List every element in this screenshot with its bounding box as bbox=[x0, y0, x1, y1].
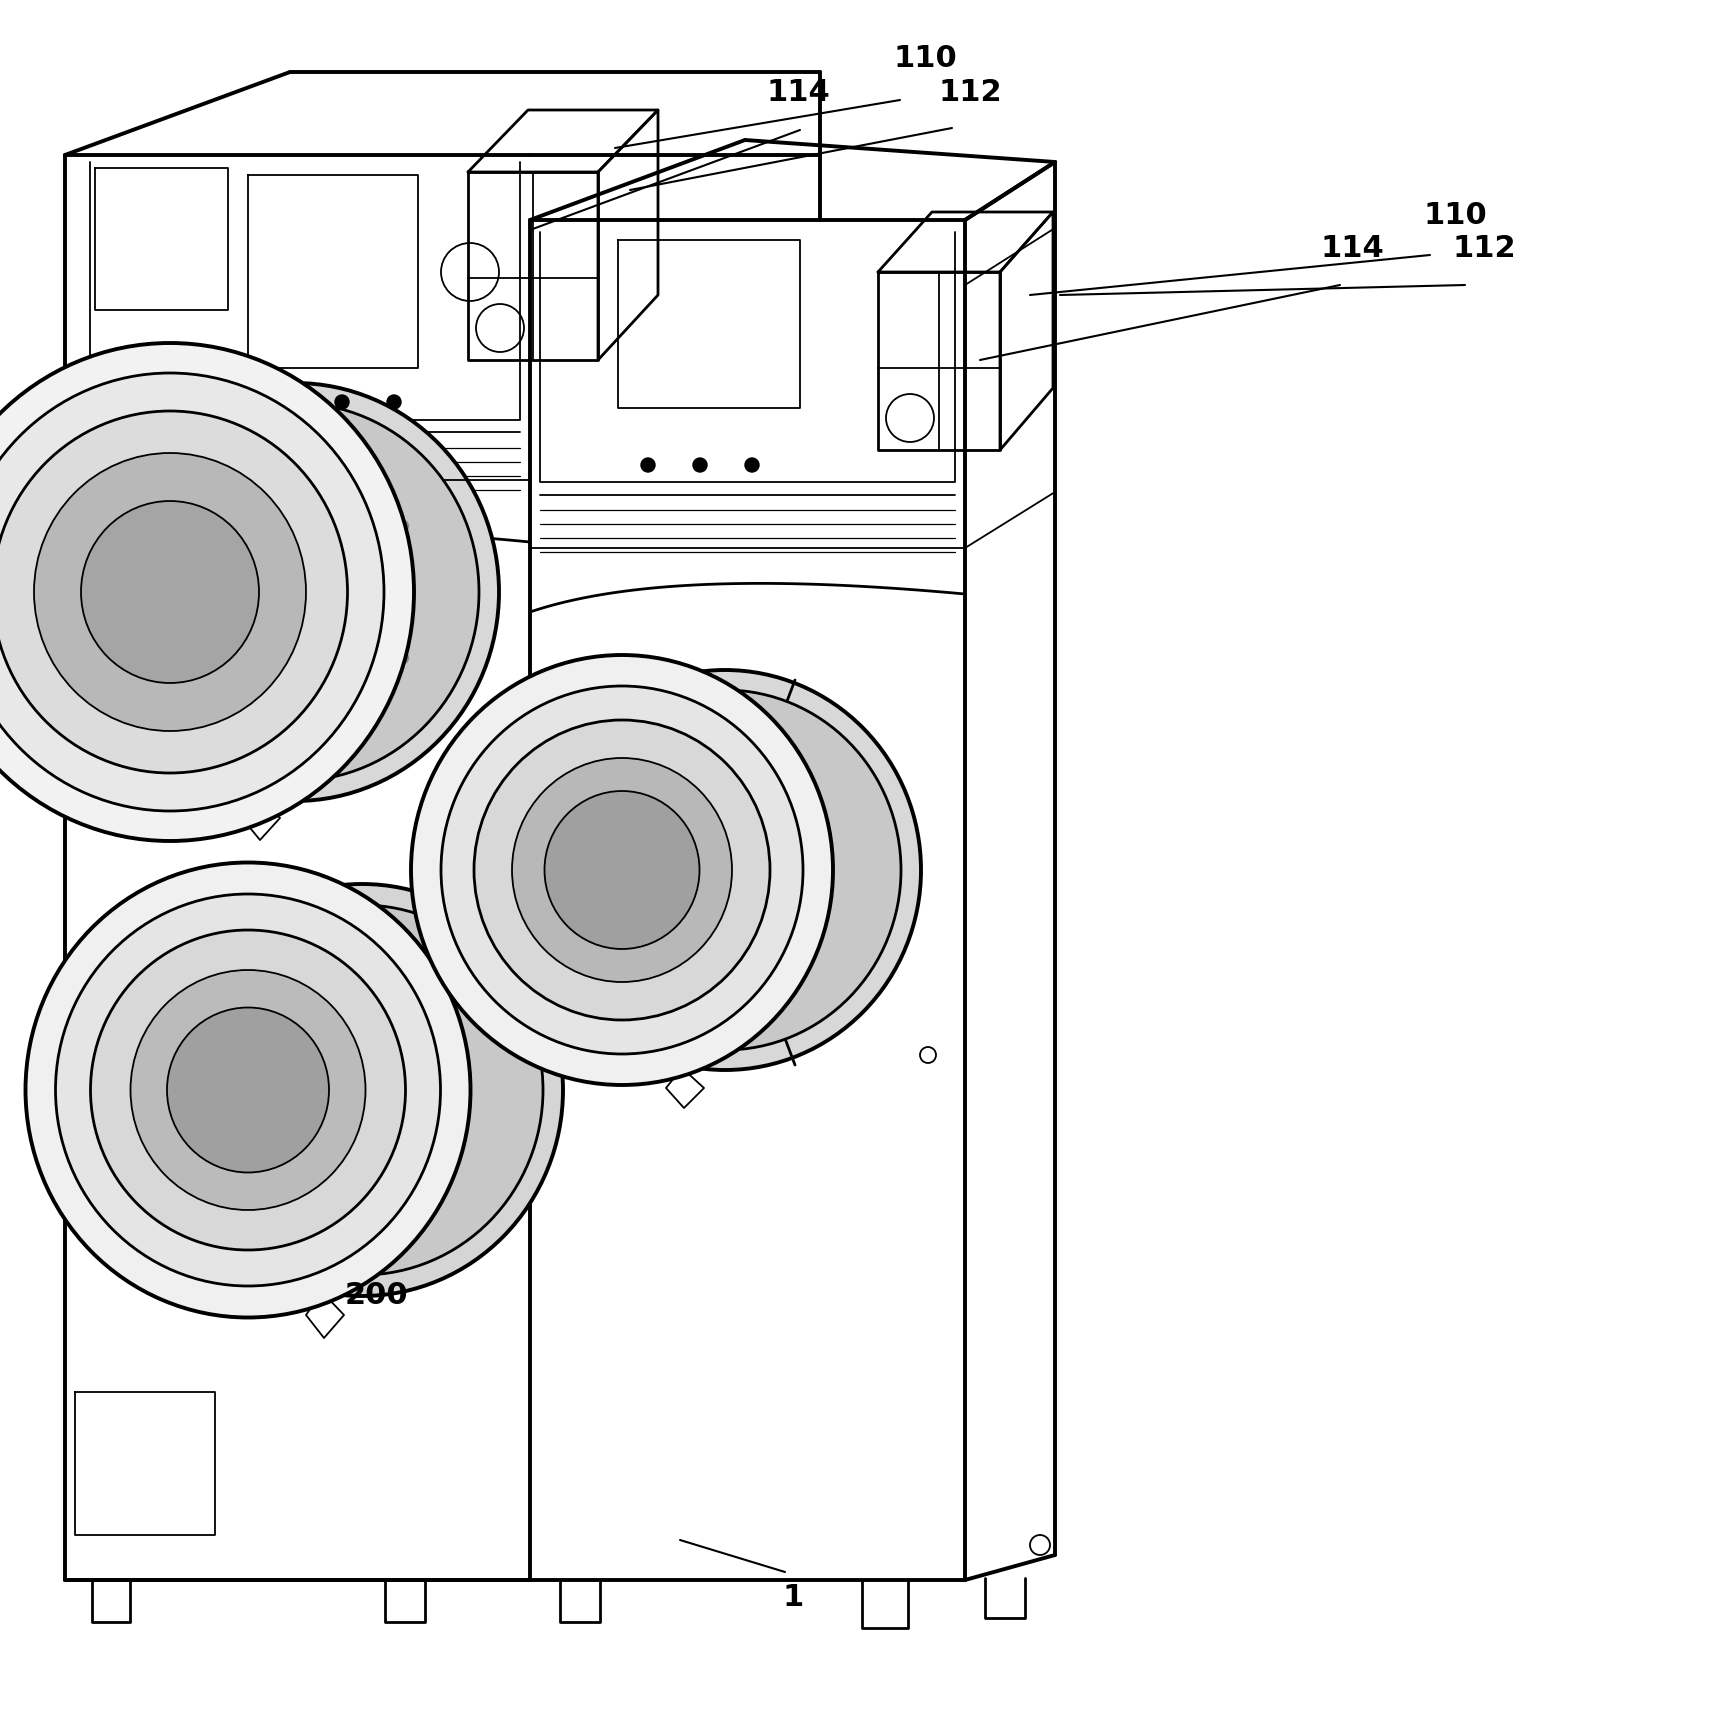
Ellipse shape bbox=[0, 373, 383, 812]
Circle shape bbox=[361, 587, 373, 598]
Circle shape bbox=[361, 487, 373, 499]
Circle shape bbox=[290, 520, 300, 532]
Circle shape bbox=[361, 686, 373, 696]
Circle shape bbox=[218, 520, 228, 532]
Text: 112: 112 bbox=[1452, 233, 1516, 263]
Ellipse shape bbox=[0, 411, 347, 774]
Ellipse shape bbox=[181, 905, 542, 1275]
Circle shape bbox=[254, 487, 264, 499]
Circle shape bbox=[290, 653, 300, 663]
Circle shape bbox=[361, 653, 373, 663]
Text: 114: 114 bbox=[767, 78, 831, 107]
Circle shape bbox=[181, 653, 192, 663]
Ellipse shape bbox=[26, 862, 470, 1318]
Circle shape bbox=[693, 458, 706, 471]
Circle shape bbox=[254, 686, 264, 696]
Circle shape bbox=[254, 620, 264, 630]
Ellipse shape bbox=[90, 931, 406, 1250]
Circle shape bbox=[254, 553, 264, 565]
Circle shape bbox=[397, 587, 409, 598]
Ellipse shape bbox=[35, 452, 306, 731]
Circle shape bbox=[283, 395, 297, 409]
Circle shape bbox=[397, 620, 409, 630]
Text: 200: 200 bbox=[344, 1280, 408, 1309]
Ellipse shape bbox=[55, 895, 440, 1287]
Ellipse shape bbox=[511, 758, 732, 983]
Circle shape bbox=[325, 620, 337, 630]
Circle shape bbox=[397, 520, 409, 532]
Circle shape bbox=[744, 458, 758, 471]
Circle shape bbox=[361, 520, 373, 532]
Circle shape bbox=[397, 553, 409, 565]
Circle shape bbox=[290, 553, 300, 565]
Ellipse shape bbox=[111, 402, 478, 781]
Circle shape bbox=[218, 686, 228, 696]
Circle shape bbox=[397, 653, 409, 663]
Ellipse shape bbox=[440, 686, 803, 1053]
Circle shape bbox=[254, 520, 264, 532]
Text: 110: 110 bbox=[893, 43, 957, 73]
Circle shape bbox=[361, 553, 373, 565]
Ellipse shape bbox=[544, 791, 699, 950]
Text: 1: 1 bbox=[782, 1584, 803, 1613]
Text: 112: 112 bbox=[938, 78, 1002, 107]
Circle shape bbox=[290, 686, 300, 696]
Circle shape bbox=[641, 458, 655, 471]
Ellipse shape bbox=[473, 720, 770, 1021]
Circle shape bbox=[254, 653, 264, 663]
Ellipse shape bbox=[549, 691, 901, 1050]
Ellipse shape bbox=[411, 655, 832, 1085]
Circle shape bbox=[181, 587, 192, 598]
Ellipse shape bbox=[81, 501, 259, 682]
Circle shape bbox=[361, 620, 373, 630]
Circle shape bbox=[218, 653, 228, 663]
Circle shape bbox=[325, 653, 337, 663]
Ellipse shape bbox=[92, 383, 499, 801]
Circle shape bbox=[181, 520, 192, 532]
Circle shape bbox=[325, 520, 337, 532]
Circle shape bbox=[290, 454, 300, 466]
Circle shape bbox=[325, 553, 337, 565]
Circle shape bbox=[290, 487, 300, 499]
Circle shape bbox=[325, 686, 337, 696]
Circle shape bbox=[181, 620, 192, 630]
Circle shape bbox=[218, 620, 228, 630]
Circle shape bbox=[325, 587, 337, 598]
Circle shape bbox=[335, 395, 349, 409]
Circle shape bbox=[387, 395, 401, 409]
Circle shape bbox=[181, 553, 192, 565]
Ellipse shape bbox=[168, 1007, 330, 1173]
Circle shape bbox=[254, 587, 264, 598]
Circle shape bbox=[218, 487, 228, 499]
Text: 110: 110 bbox=[1423, 200, 1487, 230]
Ellipse shape bbox=[161, 884, 563, 1295]
Circle shape bbox=[218, 553, 228, 565]
Circle shape bbox=[290, 718, 300, 729]
Circle shape bbox=[290, 587, 300, 598]
Ellipse shape bbox=[528, 670, 920, 1071]
Circle shape bbox=[290, 620, 300, 630]
Circle shape bbox=[218, 587, 228, 598]
Text: 114: 114 bbox=[1319, 233, 1383, 263]
Ellipse shape bbox=[131, 971, 366, 1211]
Circle shape bbox=[325, 487, 337, 499]
Ellipse shape bbox=[0, 344, 414, 841]
